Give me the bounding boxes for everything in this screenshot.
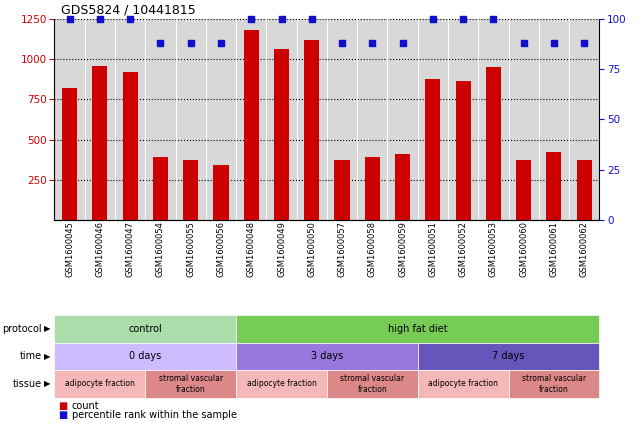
- Point: [246, 16, 256, 22]
- Bar: [516, 160, 531, 220]
- Bar: [546, 152, 562, 220]
- Point: [65, 16, 75, 22]
- Text: ■: ■: [58, 410, 67, 420]
- Point: [155, 40, 165, 47]
- Bar: [153, 157, 168, 220]
- Text: high fat diet: high fat diet: [388, 324, 447, 334]
- Point: [549, 40, 559, 47]
- Point: [186, 40, 196, 47]
- Text: percentile rank within the sample: percentile rank within the sample: [72, 410, 237, 420]
- Text: ▶: ▶: [44, 379, 50, 388]
- Text: count: count: [72, 401, 99, 411]
- Point: [276, 16, 287, 22]
- Bar: [92, 66, 108, 220]
- Text: tissue: tissue: [13, 379, 42, 389]
- Text: stromal vascular
fraction: stromal vascular fraction: [158, 374, 223, 393]
- Text: 0 days: 0 days: [129, 352, 162, 361]
- Bar: [244, 30, 259, 220]
- Bar: [274, 49, 289, 220]
- Bar: [62, 88, 77, 220]
- Text: control: control: [128, 324, 162, 334]
- Point: [216, 40, 226, 47]
- Bar: [577, 160, 592, 220]
- Bar: [122, 72, 138, 220]
- Text: stromal vascular
fraction: stromal vascular fraction: [522, 374, 586, 393]
- Text: ▶: ▶: [44, 324, 50, 333]
- Bar: [213, 165, 229, 220]
- Text: adipocyte fraction: adipocyte fraction: [428, 379, 498, 388]
- Point: [579, 40, 589, 47]
- Bar: [183, 160, 198, 220]
- Text: adipocyte fraction: adipocyte fraction: [247, 379, 317, 388]
- Point: [306, 16, 317, 22]
- Text: ▶: ▶: [44, 352, 50, 361]
- Point: [428, 16, 438, 22]
- Text: 7 days: 7 days: [492, 352, 525, 361]
- Point: [125, 16, 135, 22]
- Text: stromal vascular
fraction: stromal vascular fraction: [340, 374, 404, 393]
- Point: [488, 16, 499, 22]
- Point: [458, 16, 469, 22]
- Bar: [365, 157, 380, 220]
- Text: GDS5824 / 10441815: GDS5824 / 10441815: [61, 4, 196, 17]
- Bar: [395, 154, 410, 220]
- Bar: [304, 40, 319, 220]
- Text: 3 days: 3 days: [311, 352, 343, 361]
- Point: [367, 40, 378, 47]
- Bar: [425, 79, 440, 220]
- Text: time: time: [19, 352, 42, 361]
- Text: ■: ■: [58, 401, 67, 411]
- Text: adipocyte fraction: adipocyte fraction: [65, 379, 135, 388]
- Point: [95, 16, 105, 22]
- Point: [337, 40, 347, 47]
- Point: [519, 40, 529, 47]
- Point: [397, 40, 408, 47]
- Text: protocol: protocol: [2, 324, 42, 334]
- Bar: [486, 67, 501, 220]
- Bar: [456, 81, 470, 220]
- Bar: [335, 160, 349, 220]
